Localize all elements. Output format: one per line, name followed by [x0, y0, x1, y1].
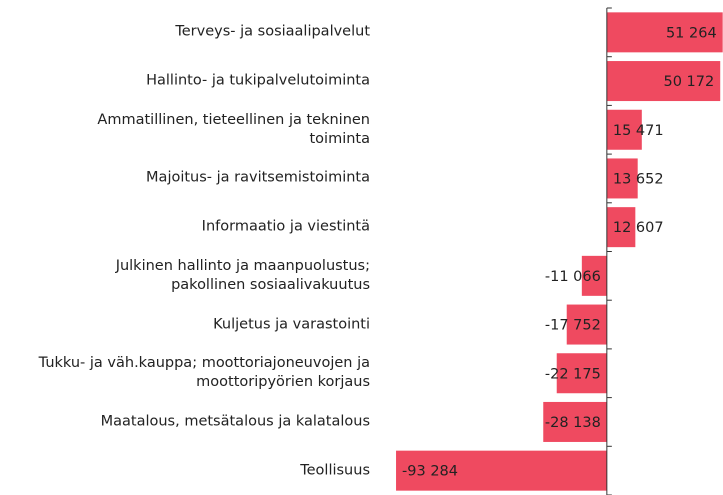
- category-label: Teollisuus: [300, 462, 370, 479]
- category-label: Ammatillinen, tieteellinen ja tekninen t…: [97, 111, 370, 147]
- category-label: Maatalous, metsätalous ja kalatalous: [100, 413, 370, 430]
- value-label: -22 175: [545, 366, 601, 382]
- bar: [556, 353, 607, 394]
- bar: [606, 12, 723, 53]
- category-label: Majoitus- ja ravitsemistoiminta: [146, 169, 370, 186]
- category-label: Kuljetus ja varastointi: [213, 316, 370, 333]
- value-label: 15 471: [613, 123, 664, 139]
- bar: [581, 255, 607, 296]
- category-label: Terveys- ja sosiaalipalvelut: [175, 23, 370, 40]
- bar: [606, 61, 721, 102]
- value-label: -93 284: [402, 464, 458, 480]
- category-label: Hallinto- ja tukipalvelutoiminta: [146, 72, 370, 89]
- bar: [606, 109, 642, 150]
- category-label: Tukku- ja väh.kauppa; moottoriajoneuvoje…: [38, 355, 370, 391]
- value-label: -11 066: [545, 269, 601, 285]
- bar: [606, 158, 638, 199]
- value-label: -28 138: [545, 415, 601, 431]
- bar: [566, 304, 607, 345]
- value-label: 50 172: [663, 74, 714, 90]
- value-label: 12 607: [613, 220, 664, 236]
- value-label: 13 652: [613, 171, 664, 187]
- value-label: 51 264: [666, 25, 717, 41]
- category-label: Julkinen hallinto ja maanpuolustus; pako…: [115, 257, 370, 293]
- bar: [606, 207, 636, 248]
- value-label: -17 752: [545, 318, 601, 334]
- bar: [396, 450, 607, 491]
- bar: [543, 401, 607, 442]
- category-label: Informaatio ja viestintä: [201, 218, 370, 235]
